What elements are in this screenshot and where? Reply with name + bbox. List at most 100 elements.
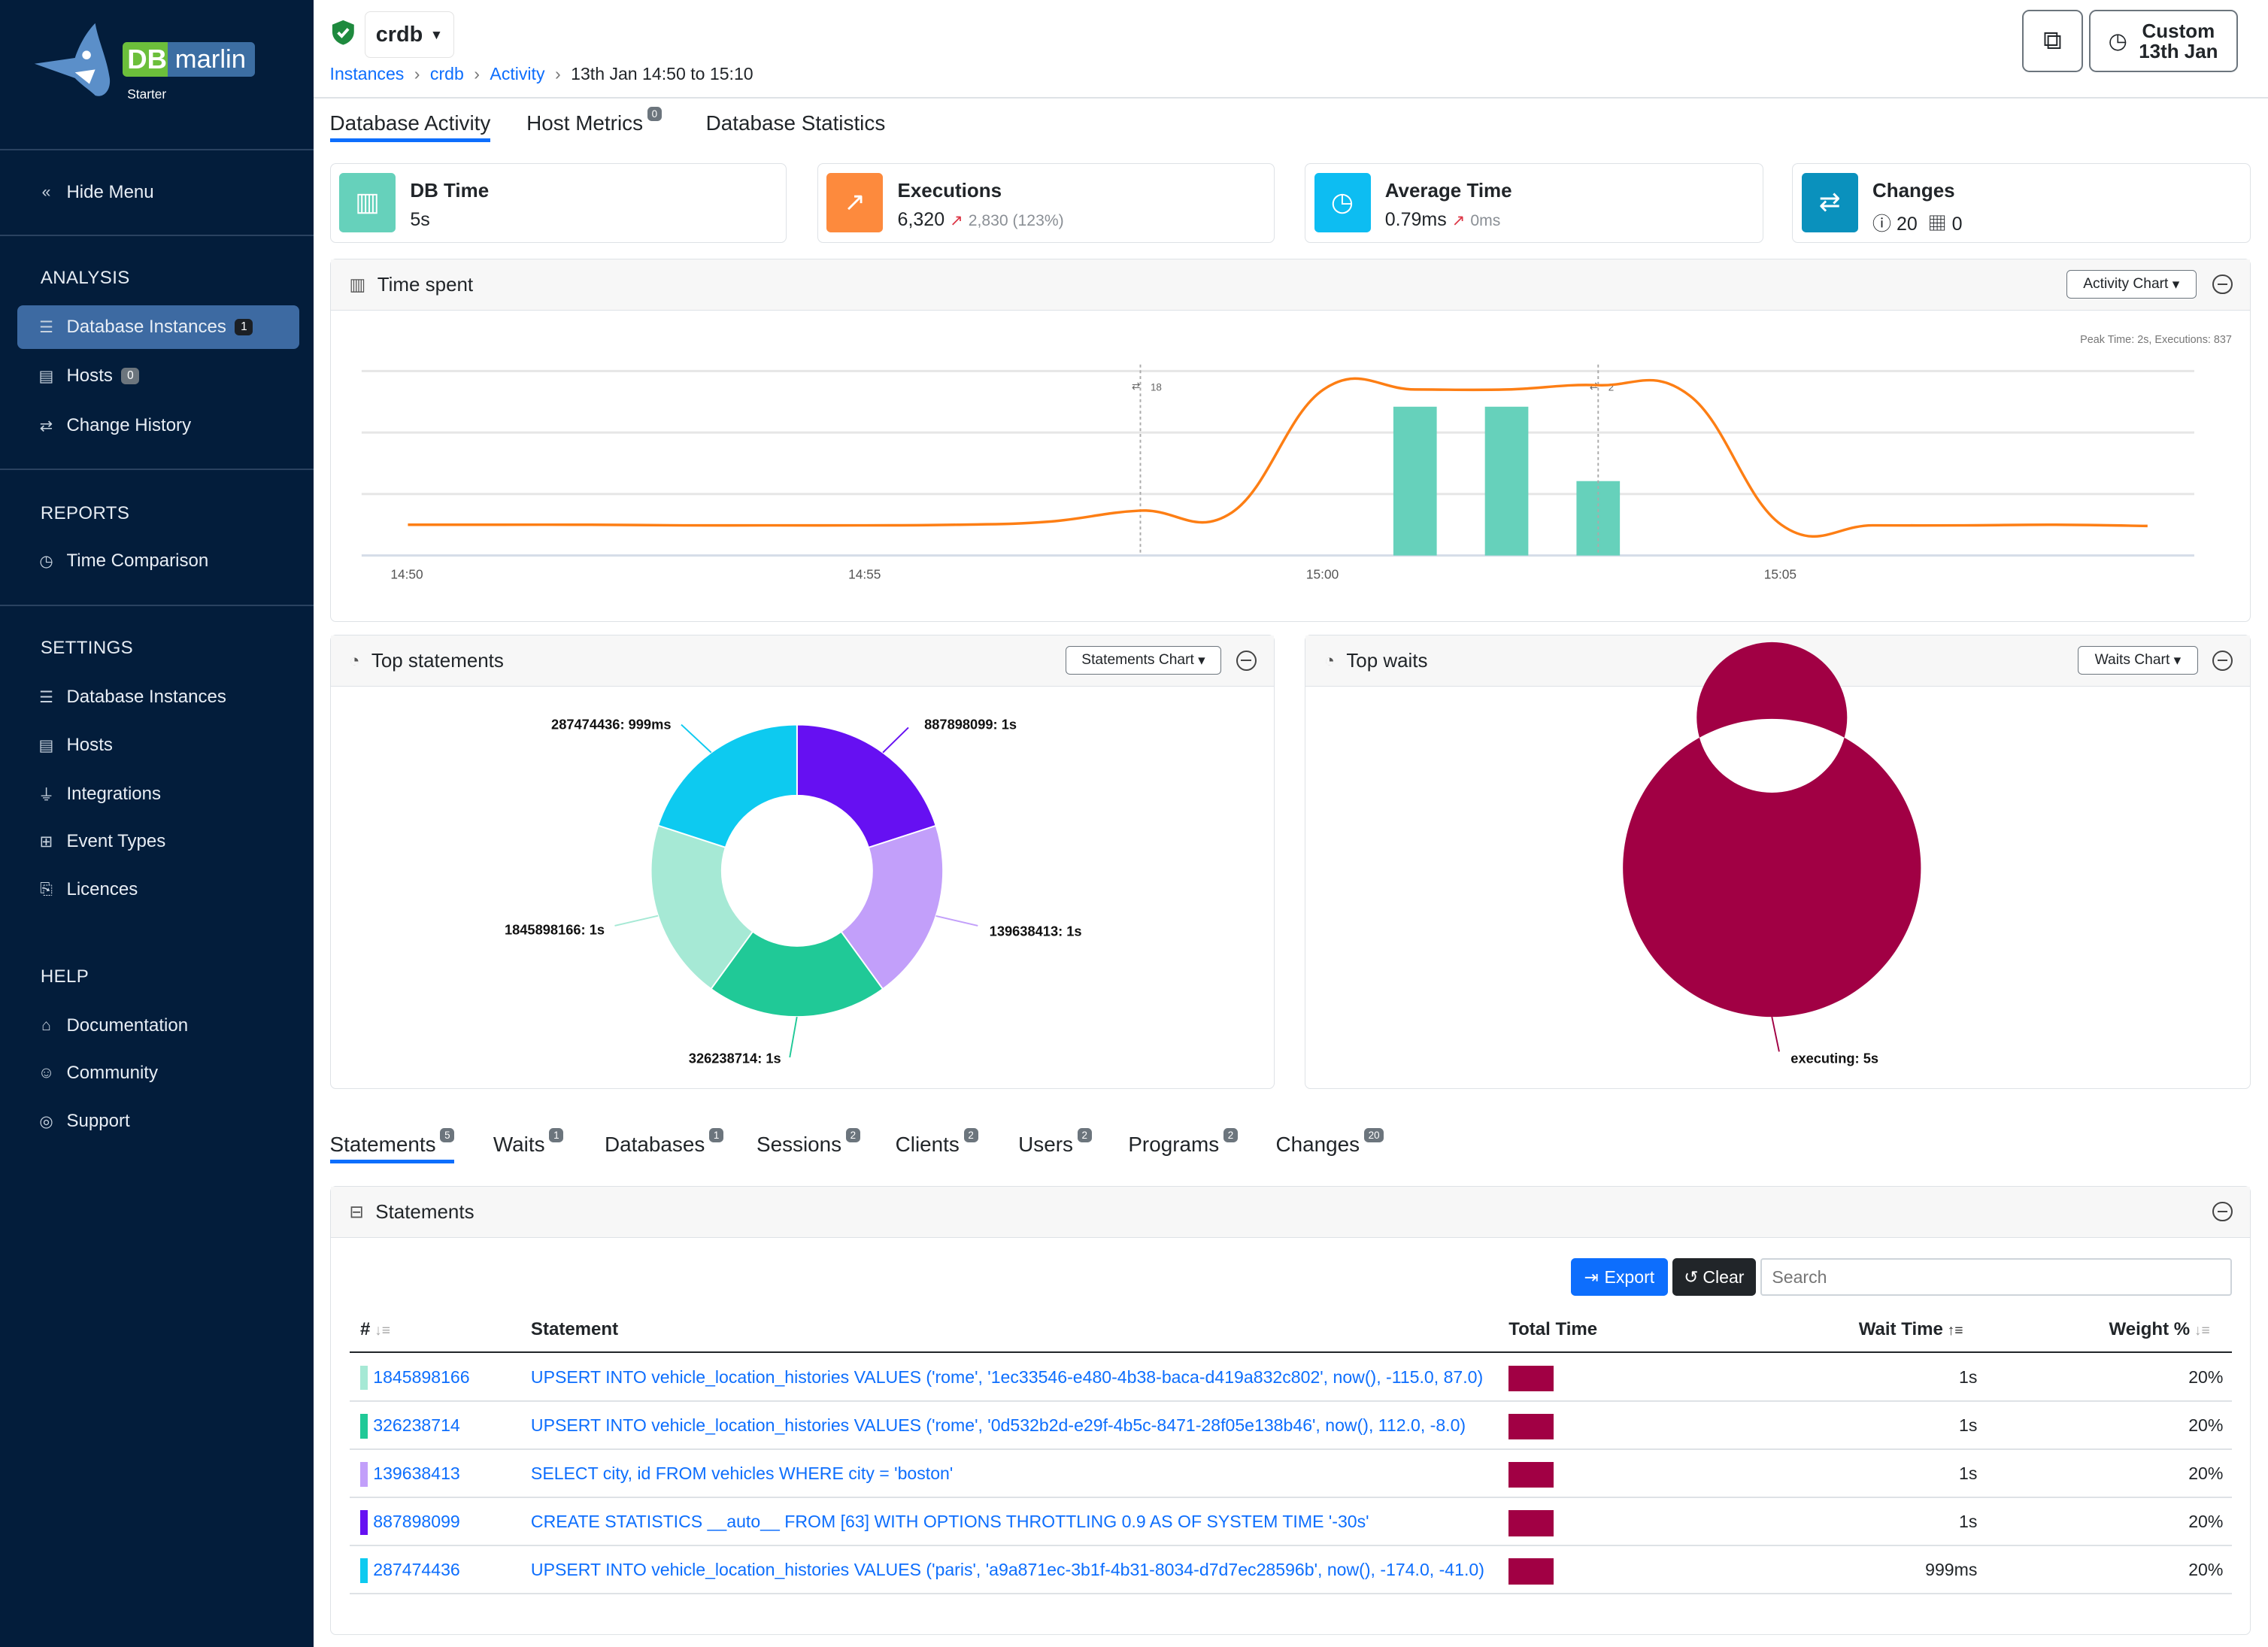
instance-name: crdb <box>375 22 423 47</box>
instance-selector[interactable]: crdb ▼ <box>364 11 454 58</box>
sidebar-item-support[interactable]: ◎ Support <box>17 1100 299 1143</box>
weight: 20% <box>2188 1415 2224 1435</box>
column-header-number[interactable]: # ↓≡ <box>360 1319 390 1340</box>
hide-menu-label: Hide Menu <box>66 181 154 202</box>
count-badge: 2 <box>963 1128 978 1143</box>
pie-slice[interactable] <box>650 824 754 990</box>
column-header-statement[interactable]: Statement <box>531 1319 618 1340</box>
tab-host-metrics[interactable]: Host Metrics 0 <box>526 107 662 135</box>
line-point[interactable] <box>861 521 870 530</box>
tab-statements[interactable]: Statements 5 <box>329 1128 455 1163</box>
leader-line <box>1771 1017 1780 1052</box>
column-header-weight[interactable]: Weight % ↓≡ <box>2109 1319 2209 1340</box>
copy-button[interactable]: ⧉ <box>2022 10 2083 73</box>
sidebar-item-integrations[interactable]: ⏚ Integrations <box>17 772 299 816</box>
sidebar-item-documentation[interactable]: ⌂ Documentation <box>17 1004 299 1048</box>
tab-database-activity[interactable]: Database Activity <box>329 111 491 142</box>
pie-slice[interactable] <box>1623 642 1921 1018</box>
label: Database Instances <box>66 687 226 708</box>
series-line[interactable] <box>408 377 2148 538</box>
collapse-icon[interactable] <box>1236 650 1257 671</box>
pie-slice[interactable] <box>656 723 798 849</box>
tab-database-statistics[interactable]: Database Statistics <box>706 111 886 135</box>
line-point[interactable] <box>1594 381 1603 390</box>
sidebar-item-community[interactable]: ☺ Community <box>17 1051 299 1095</box>
line-point[interactable] <box>2051 520 2060 529</box>
pie-slice[interactable] <box>710 930 884 1018</box>
tab-users[interactable]: Users 2 <box>1018 1128 1092 1157</box>
line-point[interactable] <box>404 520 413 529</box>
change-marker-label[interactable]: 18 <box>1151 381 1162 393</box>
waits-chart-dropdown[interactable]: Waits Chart ▾ <box>2078 645 2198 675</box>
sidebar-item-hosts[interactable]: ▤ Hosts 0 <box>17 354 299 398</box>
sidebar-item-settings-hosts[interactable]: ▤ Hosts <box>17 723 299 767</box>
line-point[interactable] <box>1685 391 1694 400</box>
pie-slice[interactable] <box>796 723 937 849</box>
sidebar-item-settings-database-instances[interactable]: ☰ Database Instances <box>17 675 299 719</box>
sidebar-item-database-instances[interactable]: ☰ Database Instances 1 <box>17 305 300 349</box>
breadcrumb-crdb[interactable]: crdb <box>429 63 464 83</box>
tab-changes[interactable]: Changes 20 <box>1276 1128 1384 1157</box>
tab-databases[interactable]: Databases 1 <box>605 1128 724 1157</box>
line-point[interactable] <box>1227 508 1236 517</box>
table-row: 1845898166 UPSERT INTO vehicle_location_… <box>350 1354 2232 1402</box>
line-point[interactable] <box>678 521 687 530</box>
export-button[interactable]: ⇥ Export <box>1570 1258 1668 1297</box>
clear-button[interactable]: ↺ Clear <box>1672 1258 1757 1297</box>
statement-id-link[interactable]: 326238714 <box>373 1415 460 1435</box>
leader-line <box>935 915 978 927</box>
collapse-icon[interactable] <box>2212 650 2233 671</box>
sidebar-item-event-types[interactable]: ⊞ Event Types <box>17 820 299 864</box>
activity-chart-dropdown[interactable]: Activity Chart ▾ <box>2066 269 2197 299</box>
hide-menu-button[interactable]: « Hide Menu <box>17 171 299 214</box>
sidebar-item-change-history[interactable]: ⇄ Change History <box>17 404 299 447</box>
line-point[interactable] <box>770 521 779 530</box>
statement-id-link[interactable]: 887898099 <box>373 1511 460 1531</box>
line-point[interactable] <box>1960 521 1969 530</box>
sidebar-item-time-comparison[interactable]: ◷ Time Comparison <box>17 539 299 583</box>
time-range-button[interactable]: ◷ Custom 13th Jan <box>2088 10 2238 73</box>
label: Users <box>1018 1133 1073 1157</box>
statement-link[interactable]: UPSERT INTO vehicle_location_histories V… <box>530 1559 1484 1579</box>
statement-link[interactable]: SELECT city, id FROM vehicles WHERE city… <box>530 1463 954 1483</box>
line-point[interactable] <box>1045 517 1054 526</box>
line-point[interactable] <box>1136 506 1145 515</box>
line-point[interactable] <box>2143 522 2152 531</box>
stopwatch-icon: ◷ <box>39 553 53 571</box>
line-point[interactable] <box>1502 385 1511 394</box>
collapse-icon[interactable] <box>2212 1201 2233 1222</box>
statements-chart-dropdown[interactable]: Statements Chart ▾ <box>1065 645 1222 675</box>
sidebar-item-licences[interactable]: ⎘ Licences <box>17 868 299 911</box>
line-point[interactable] <box>1777 520 1786 529</box>
line-point[interactable] <box>953 520 962 529</box>
breadcrumb-instances[interactable]: Instances <box>329 63 405 83</box>
bar[interactable] <box>1484 406 1529 556</box>
search-input[interactable] <box>1760 1258 2232 1297</box>
collapse-icon[interactable] <box>2212 274 2233 295</box>
tab-programs[interactable]: Programs 2 <box>1128 1128 1238 1157</box>
line-point[interactable] <box>495 520 504 529</box>
panel-title: Top waits <box>1346 649 1428 672</box>
column-header-wait-time[interactable]: Wait Time ↑≡ <box>1859 1319 1963 1340</box>
statement-id-link[interactable]: 139638413 <box>373 1463 460 1483</box>
pie-slice[interactable] <box>840 824 944 990</box>
label: Hosts <box>66 734 113 755</box>
statement-link[interactable]: UPSERT INTO vehicle_location_histories V… <box>530 1415 1466 1435</box>
statement-id-link[interactable]: 287474436 <box>373 1559 460 1579</box>
change-marker-label[interactable]: 2 <box>1609 381 1614 393</box>
statement-link[interactable]: UPSERT INTO vehicle_location_histories V… <box>530 1366 1484 1387</box>
total-time-bar <box>1508 1509 1554 1536</box>
breadcrumb-activity[interactable]: Activity <box>490 63 545 83</box>
statement-id-link[interactable]: 1845898166 <box>373 1366 470 1387</box>
tab-sessions[interactable]: Sessions 2 <box>757 1128 860 1157</box>
bar[interactable] <box>1393 406 1437 556</box>
statement-link[interactable]: CREATE STATISTICS __auto__ FROM [63] WIT… <box>530 1511 1369 1531</box>
line-point[interactable] <box>1319 385 1328 394</box>
tab-clients[interactable]: Clients 2 <box>896 1128 978 1157</box>
count-badge: 5 <box>440 1128 455 1143</box>
line-point[interactable] <box>1411 385 1420 394</box>
column-header-total-time[interactable]: Total Time <box>1508 1319 1597 1340</box>
tab-waits[interactable]: Waits 1 <box>493 1128 564 1157</box>
line-point[interactable] <box>587 520 596 529</box>
line-point[interactable] <box>1869 521 1878 530</box>
